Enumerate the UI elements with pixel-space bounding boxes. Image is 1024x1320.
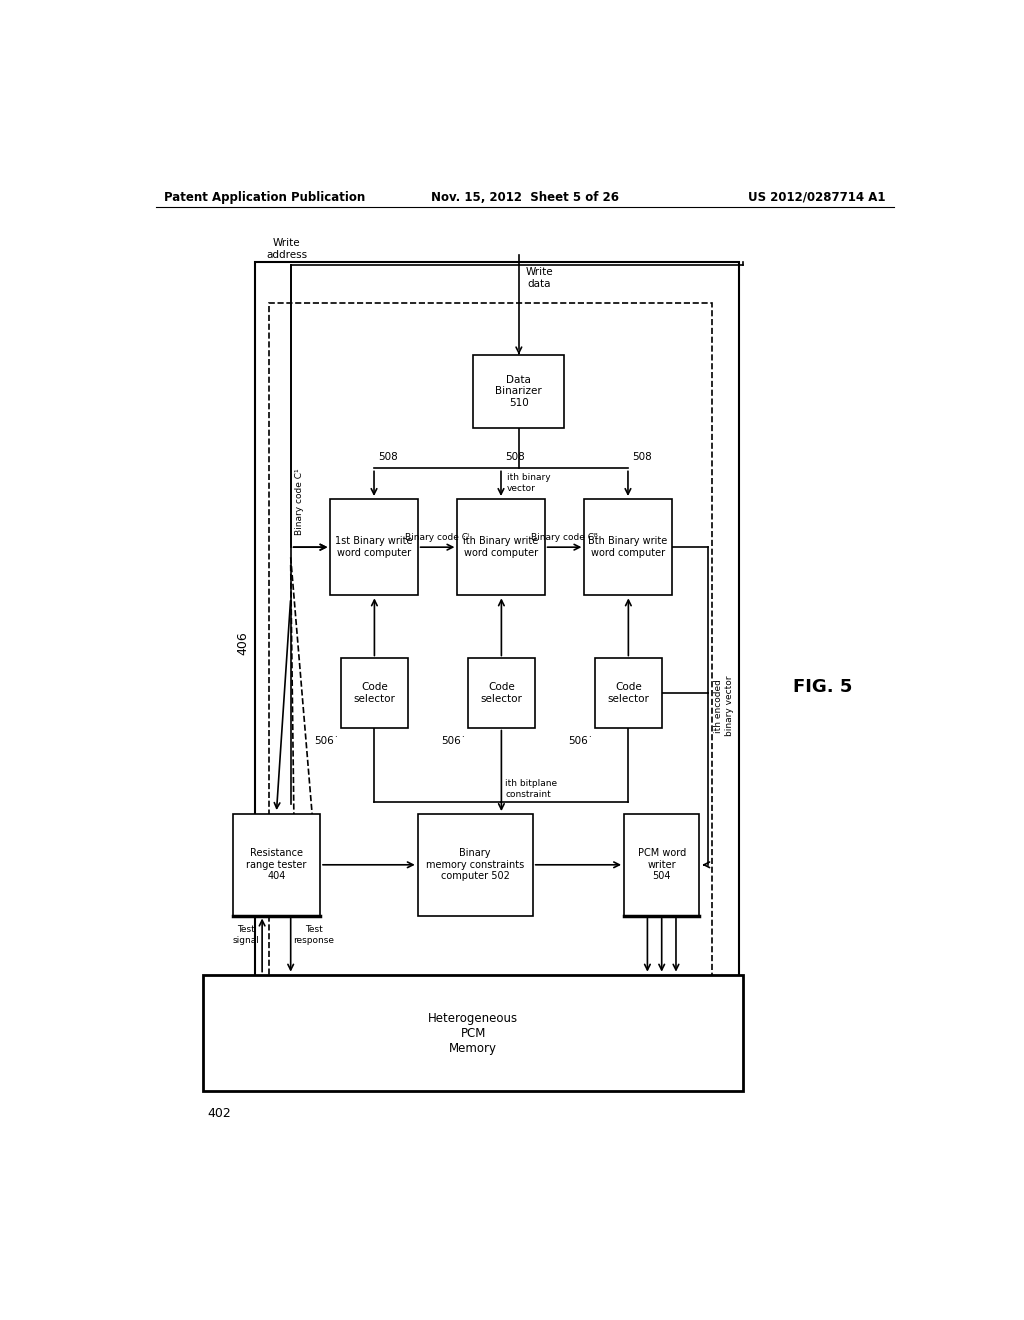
Text: 506˙: 506˙ xyxy=(568,735,593,746)
Text: ith encoded
binary vector: ith encoded binary vector xyxy=(715,676,734,737)
Bar xyxy=(204,974,743,1092)
Text: 506˙: 506˙ xyxy=(441,735,466,746)
Text: FIG. 5: FIG. 5 xyxy=(793,678,852,696)
Text: Write
address: Write address xyxy=(266,239,307,260)
Bar xyxy=(232,814,321,916)
Bar xyxy=(341,659,409,727)
Bar xyxy=(255,263,739,1024)
Bar xyxy=(624,814,699,916)
Bar xyxy=(468,659,536,727)
Text: PCM word
writer
504: PCM word writer 504 xyxy=(638,849,686,882)
Bar xyxy=(458,499,545,595)
Text: Binary code Cⁱ: Binary code Cⁱ xyxy=(406,533,470,543)
Text: ith binary
vector: ith binary vector xyxy=(507,474,550,492)
Text: 406: 406 xyxy=(237,631,250,655)
Text: 402: 402 xyxy=(207,1106,231,1119)
Text: Code
selector: Code selector xyxy=(607,682,649,704)
Text: Test
signal: Test signal xyxy=(232,925,260,945)
Text: 1st Binary write
word computer: 1st Binary write word computer xyxy=(335,536,413,558)
Text: ith bitplane
constraint: ith bitplane constraint xyxy=(506,779,557,799)
Text: ith Binary write
word computer: ith Binary write word computer xyxy=(464,536,539,558)
Text: Data
Binarizer
510: Data Binarizer 510 xyxy=(496,375,543,408)
Text: Binary code C¹: Binary code C¹ xyxy=(295,469,304,535)
Text: Nov. 15, 2012  Sheet 5 of 26: Nov. 15, 2012 Sheet 5 of 26 xyxy=(431,190,618,203)
Text: Heterogeneous
PCM
Memory: Heterogeneous PCM Memory xyxy=(428,1011,518,1055)
Text: Patent Application Publication: Patent Application Publication xyxy=(164,190,365,203)
Text: 506˙: 506˙ xyxy=(314,735,339,746)
Text: 508: 508 xyxy=(378,453,397,462)
Bar xyxy=(473,355,564,428)
Text: Code
selector: Code selector xyxy=(480,682,522,704)
Text: Binary
memory constraints
computer 502: Binary memory constraints computer 502 xyxy=(426,849,524,882)
Text: Test
response: Test response xyxy=(293,925,334,945)
Bar xyxy=(418,814,532,916)
Text: Write
data: Write data xyxy=(525,267,553,289)
Text: Resistance
range tester
404: Resistance range tester 404 xyxy=(246,849,306,882)
Bar xyxy=(595,659,663,727)
Bar xyxy=(585,499,672,595)
Text: Binary code Cᴮ: Binary code Cᴮ xyxy=(531,533,598,543)
Text: US 2012/0287714 A1: US 2012/0287714 A1 xyxy=(749,190,886,203)
Text: 508: 508 xyxy=(505,453,524,462)
Text: Bth Binary write
word computer: Bth Binary write word computer xyxy=(589,536,668,558)
Text: 508: 508 xyxy=(632,453,651,462)
Bar xyxy=(331,499,418,595)
Bar xyxy=(269,302,712,1005)
Text: Code
selector: Code selector xyxy=(353,682,395,704)
